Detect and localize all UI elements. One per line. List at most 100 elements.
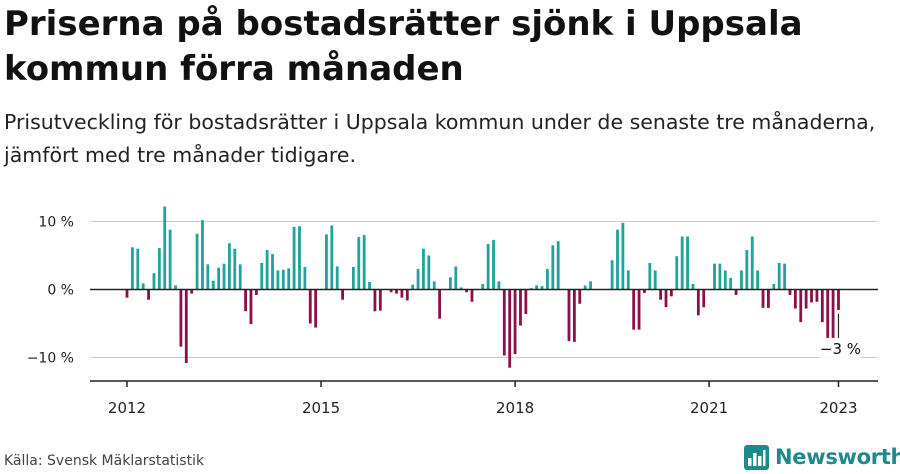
bar xyxy=(432,281,436,290)
bar xyxy=(362,235,366,290)
bar xyxy=(643,289,646,293)
y-axis-labels: 10 % 0 % −10 % xyxy=(27,215,74,367)
bar xyxy=(152,273,156,290)
bar xyxy=(201,220,204,290)
bar xyxy=(497,281,501,290)
bar xyxy=(449,277,452,290)
bar xyxy=(405,289,409,301)
bar xyxy=(244,289,247,312)
bar xyxy=(454,266,458,290)
bar xyxy=(648,262,652,290)
bar xyxy=(702,289,706,308)
bar xyxy=(195,233,199,290)
bar xyxy=(281,269,285,290)
annotation: −3 % xyxy=(819,313,862,358)
bar xyxy=(540,286,544,290)
bar xyxy=(211,280,215,290)
bar xyxy=(793,289,797,309)
bar xyxy=(723,270,727,290)
bar xyxy=(168,229,172,290)
bar xyxy=(745,250,749,290)
bar xyxy=(400,289,404,298)
bar xyxy=(761,289,765,308)
bar xyxy=(756,270,760,290)
bar xyxy=(810,289,813,303)
bar xyxy=(535,285,539,290)
x-tick-label: 2021 xyxy=(690,399,728,417)
x-axis-ticks: 2012 2015 2018 2021 2023 xyxy=(108,381,858,417)
bar xyxy=(217,267,221,290)
x-tick-label: 2015 xyxy=(302,399,340,417)
bar xyxy=(675,256,679,290)
bar xyxy=(626,270,630,290)
bar xyxy=(750,236,754,290)
bar xyxy=(696,289,700,316)
chart-subtitle: Prisutveckling för bostadsrätter i Uppsa… xyxy=(4,110,876,167)
bar xyxy=(524,289,528,314)
bar xyxy=(616,229,619,290)
bar xyxy=(265,250,269,290)
bar xyxy=(578,289,582,304)
bar xyxy=(357,237,361,290)
bar xyxy=(459,287,463,290)
chart-title: Priserna på bostadsrätter sjönk i Uppsal… xyxy=(4,4,803,89)
bar xyxy=(228,243,231,290)
bar xyxy=(691,284,695,290)
bar xyxy=(734,289,738,295)
bar xyxy=(438,289,442,319)
bar xyxy=(583,285,587,290)
bar xyxy=(260,262,264,290)
annotation-background xyxy=(819,337,862,358)
bar xyxy=(147,289,150,300)
brand-logo[interactable]: Newsworthy xyxy=(744,440,900,474)
bar xyxy=(276,270,280,290)
bar xyxy=(427,255,431,290)
source-note: Källa: Svensk Mäklarstatistik xyxy=(4,453,205,469)
y-tick-label: 0 % xyxy=(47,283,74,299)
bar xyxy=(653,270,657,290)
bar xyxy=(470,289,474,302)
bar xyxy=(330,225,334,290)
bar xyxy=(783,263,786,290)
bar xyxy=(799,289,803,323)
bar xyxy=(125,289,129,298)
bar xyxy=(669,289,673,297)
bar xyxy=(465,289,468,293)
bar xyxy=(804,289,808,309)
bar xyxy=(422,248,425,290)
bars xyxy=(125,206,840,368)
bar xyxy=(837,289,840,310)
bar xyxy=(233,248,237,290)
brand-name: Newsworthy xyxy=(775,445,900,469)
bar xyxy=(184,289,188,363)
bar xyxy=(130,247,134,290)
bar xyxy=(788,289,792,295)
bar xyxy=(271,254,274,290)
bar xyxy=(351,267,355,290)
bar xyxy=(508,289,512,368)
bar xyxy=(740,270,743,290)
bar xyxy=(659,289,663,300)
bar xyxy=(572,289,576,342)
bar xyxy=(664,289,668,308)
bar xyxy=(249,289,253,325)
y-tick-label: −10 % xyxy=(27,351,74,367)
bar xyxy=(686,236,689,290)
bar xyxy=(567,289,571,342)
bar xyxy=(378,289,382,311)
bar xyxy=(492,239,495,290)
bar xyxy=(389,289,393,293)
annotation-label: −3 % xyxy=(820,340,861,358)
bar xyxy=(254,289,258,295)
bar xyxy=(411,284,415,290)
bar xyxy=(831,289,835,343)
bar xyxy=(777,262,781,290)
bar xyxy=(190,289,194,294)
bar xyxy=(610,260,614,290)
bar xyxy=(163,206,167,290)
bar xyxy=(632,289,636,330)
bar xyxy=(729,277,733,290)
bar xyxy=(713,263,716,290)
x-tick-label: 2023 xyxy=(819,399,857,417)
bar xyxy=(325,234,328,290)
